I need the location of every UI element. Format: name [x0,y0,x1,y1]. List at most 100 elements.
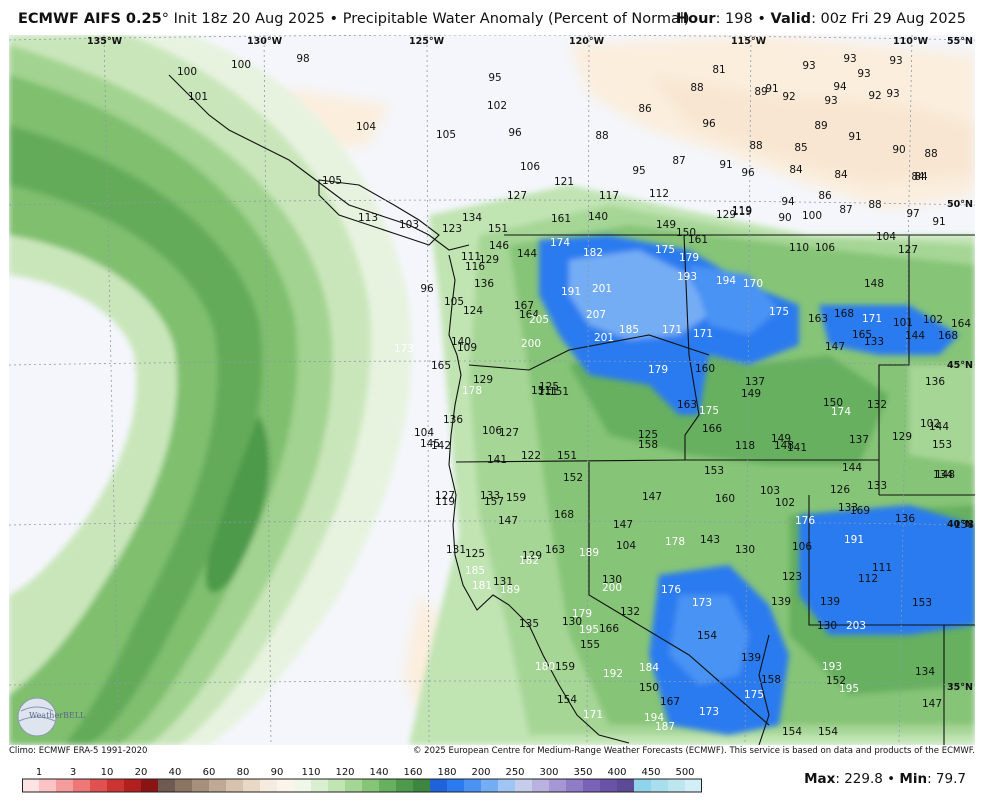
value-label: 166 [702,423,722,435]
legend-tick-label: 250 [505,767,524,778]
value-label: 129 [473,374,493,386]
value-label: 144 [842,462,862,474]
value-label: 189 [500,584,520,596]
legend-tick-label: 10 [101,767,114,778]
value-label: 154 [818,726,838,738]
value-label: 113 [358,212,378,224]
longitude-label: 120°W [569,36,605,47]
value-label: 89 [754,86,767,98]
value-label: 161 [688,234,708,246]
value-label: 130 [562,616,582,628]
value-label: 174 [550,237,570,249]
value-label: 101 [893,317,913,329]
value-label: 92 [868,90,881,102]
value-label: 130 [602,574,622,586]
legend-swatch [362,779,380,792]
value-label: 194 [644,712,664,724]
legend-swatch [600,779,618,792]
value-label: 164 [951,318,971,330]
value-label: 200 [521,338,541,350]
value-label: 180 [535,661,555,673]
value-label: 136 [925,376,945,388]
value-label: 94 [833,81,847,93]
value-label: 163 [545,544,565,556]
latitude-label: 50°N [947,199,973,210]
latitude-label: 55°N [947,36,973,47]
value-label: 93 [802,60,815,72]
vancouver-island [318,179,440,246]
value-label: 92 [782,91,795,103]
value-label: 136 [895,513,915,525]
value-label: 95 [632,165,645,177]
value-label: 144 [905,330,925,342]
legend-tick-label: 90 [271,767,284,778]
value-label: 184 [639,662,659,674]
longitude-label: 110°W [893,36,929,47]
value-label: 147 [498,515,518,527]
legend-swatch [447,779,465,792]
value-label: 87 [672,155,685,167]
value-label: 87 [839,204,852,216]
value-label: 176 [795,515,815,527]
model-name: ECMWF AIFS 0.25 [18,11,162,27]
value-label: 88 [868,199,881,211]
value-label: 168 [938,330,958,342]
value-label: 171 [662,324,682,336]
min-value: : 79.7 [927,771,966,787]
political-boundaries [168,74,975,746]
value-label: 168 [554,509,574,521]
value-label: 127 [499,427,519,439]
value-label: 98 [296,53,309,65]
value-label: 171 [583,709,603,721]
value-label: 100 [802,210,822,222]
value-label: 123 [782,571,802,583]
legend-swatch [498,779,516,792]
legend-swatch [39,779,57,792]
value-label: 111 [872,562,892,574]
value-label: 152 [826,675,846,687]
value-label: 140 [451,336,471,348]
border-ut [808,495,975,626]
legend-tick-label: 40 [169,767,182,778]
longitude-label: 130°W [247,36,283,47]
value-label: 110 [789,242,809,254]
map-title: ECMWF AIFS 0.25° Init 18z 20 Aug 2025 • … [18,11,690,27]
value-label: 111 [538,386,558,398]
value-label: 203 [846,620,866,632]
value-label: 193 [677,271,697,283]
value-label: 90 [778,212,791,224]
color-legend: 1 3 10 20 40 60 80 90 110 120 140 160 180 200 250 300 35… [22,764,703,794]
legend-swatch [566,779,584,792]
value-label: 167 [514,300,534,312]
legend-swatch [430,779,448,792]
value-label: 192 [603,668,623,680]
value-label: 194 [716,275,736,287]
value-label: 133 [838,502,858,514]
value-label: 134 [462,212,482,224]
value-label: 195 [839,683,859,695]
value-label: 104 [616,540,636,552]
value-label: 91 [719,159,732,171]
value-label: 88 [749,140,762,152]
value-label: 157 [484,496,504,508]
value-label: 176 [661,584,681,596]
value-label: 168 [834,308,854,320]
value-label: 119 [732,205,752,217]
border-or-ca [455,459,686,463]
hour-value: : 198 [715,11,753,27]
value-label: 134 [933,469,953,481]
value-label: 106 [482,425,502,437]
value-label: 149 [656,219,676,231]
legend-swatch [243,779,261,792]
legend-swatch [668,779,686,792]
value-label: 174 [831,406,851,418]
legend-tick-label: 400 [607,767,626,778]
value-label: 88 [595,130,608,142]
max-value: : 229.8 [835,771,883,787]
value-label: 148 [864,278,884,290]
value-label: 86 [638,103,652,115]
value-label: 182 [583,247,603,259]
value-label: 117 [599,190,619,202]
value-label: 103 [399,219,419,231]
